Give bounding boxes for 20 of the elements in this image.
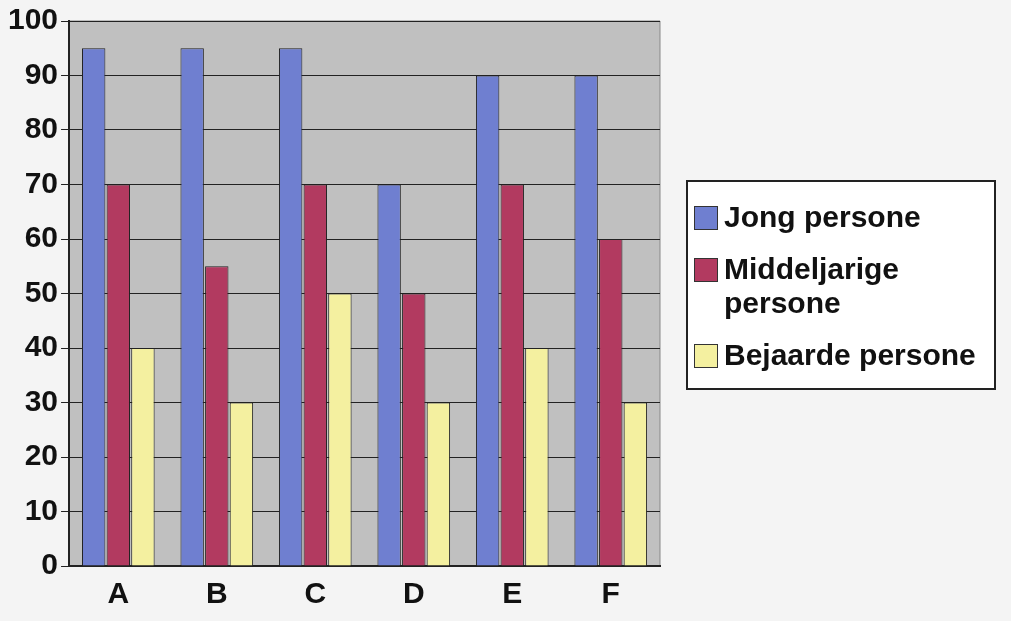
x-tick-label: E	[502, 576, 523, 610]
y-tick-label: 60	[24, 220, 59, 254]
y-tick-label: 80	[24, 111, 59, 145]
y-tick-label: 30	[24, 383, 59, 417]
x-tick-label: F	[601, 576, 620, 610]
y-tick-label: 50	[24, 274, 59, 308]
y-tick-label: 100	[7, 2, 59, 36]
legend-label: Bejaarde persone	[724, 338, 976, 372]
legend-label: Middeljarige persone	[724, 252, 901, 320]
y-tick-label: 90	[24, 56, 59, 90]
x-tick-label: C	[304, 576, 327, 610]
y-tick-label: 40	[24, 329, 59, 363]
x-tick-label: A	[107, 576, 130, 610]
x-tick-label: D	[402, 576, 425, 610]
y-tick-label: 0	[41, 547, 59, 581]
x-tick-label: B	[205, 576, 228, 610]
y-tick-label: 70	[24, 165, 59, 199]
legend-label: Jong persone	[724, 200, 921, 234]
y-tick-label: 20	[24, 438, 59, 472]
y-tick-label: 10	[24, 492, 59, 526]
